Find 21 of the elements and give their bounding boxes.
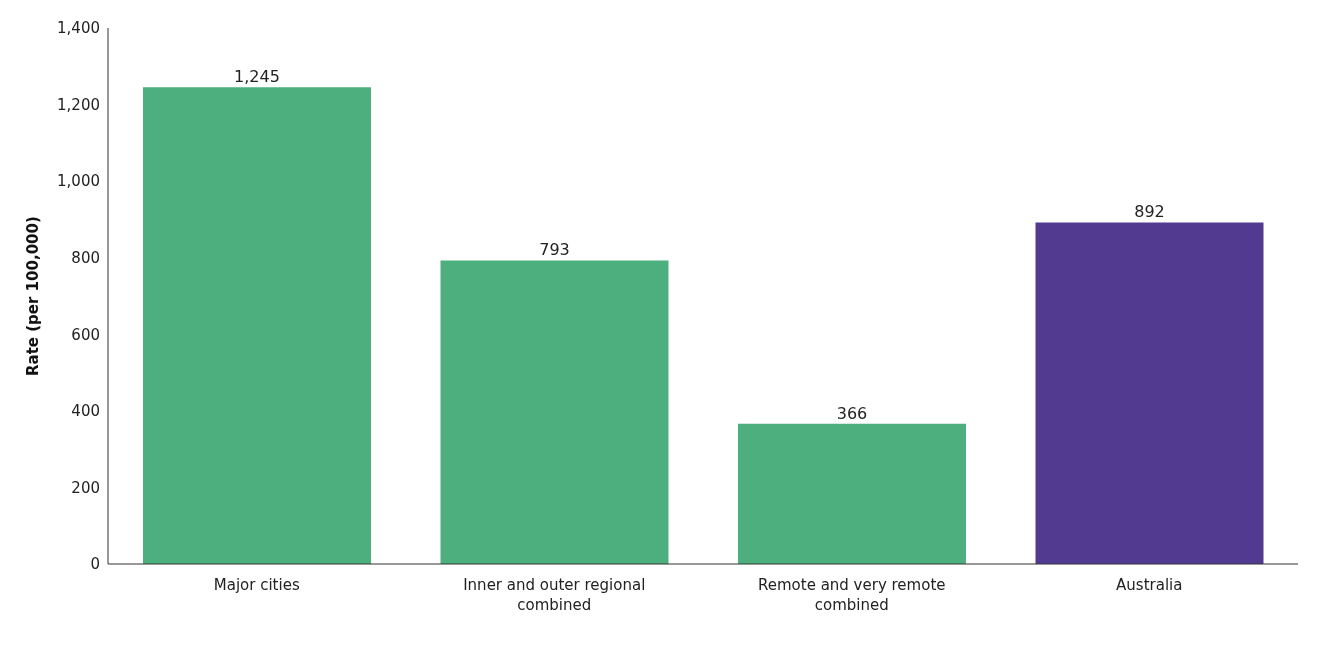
bar bbox=[440, 260, 669, 564]
y-tick-label: 0 bbox=[90, 555, 100, 574]
y-tick-label: 1,400 bbox=[57, 19, 100, 38]
x-tick-label: Major cities bbox=[213, 576, 300, 594]
y-tick-label: 400 bbox=[71, 402, 100, 421]
x-tick-label: Inner and outer regional combined bbox=[463, 576, 646, 614]
data-label: 366 bbox=[836, 403, 868, 423]
bar bbox=[1035, 222, 1264, 564]
data-label: 793 bbox=[539, 240, 570, 260]
bar bbox=[738, 423, 966, 564]
data-label: 892 bbox=[1134, 202, 1165, 222]
bar bbox=[143, 87, 371, 564]
x-tick-label: Australia bbox=[1116, 576, 1183, 594]
data-label: 1,245 bbox=[234, 67, 280, 87]
y-tick-label: 1,000 bbox=[57, 172, 100, 191]
y-tick-label: 1,200 bbox=[57, 95, 100, 114]
y-tick-label: 800 bbox=[71, 249, 100, 268]
y-tick-label: 200 bbox=[71, 478, 100, 497]
y-tick-label: 600 bbox=[71, 325, 100, 344]
y-axis-title: Rate (per 100,000) bbox=[24, 216, 43, 376]
x-tick-label: Remote and very remote combined bbox=[757, 576, 946, 614]
